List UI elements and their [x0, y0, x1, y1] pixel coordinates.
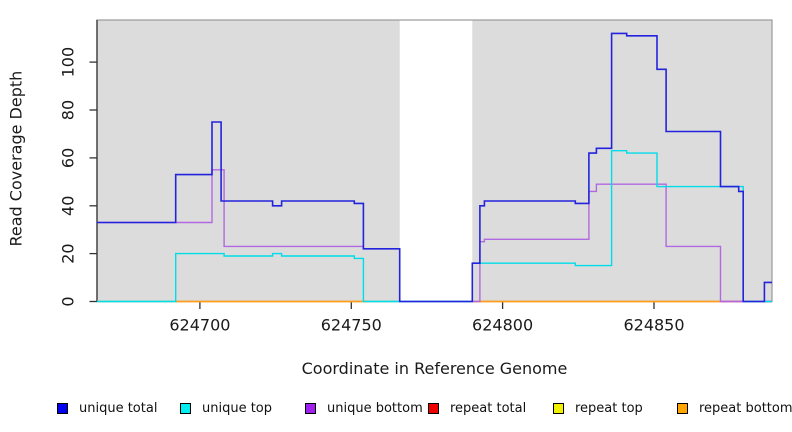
- legend-swatch-repeat-total: [428, 402, 439, 414]
- series-unique-total: [97, 32, 772, 303]
- legend-label: unique top: [202, 400, 273, 416]
- y-tick-label: 60: [59, 148, 78, 168]
- chart-legend: unique total unique top unique bottom re…: [0, 398, 792, 422]
- legend-item-unique-total: unique total: [57, 398, 157, 418]
- legend-swatch-unique-top: [180, 402, 191, 414]
- y-tick-label: 80: [59, 100, 78, 120]
- x-tick-label: 624750: [321, 316, 382, 335]
- legend-label: repeat total: [450, 400, 527, 416]
- series-unique-bottom: [97, 169, 772, 303]
- legend-item-unique-top: unique top: [180, 398, 272, 418]
- legend-swatch-repeat-bottom: [677, 402, 688, 414]
- legend-item-repeat-bottom: repeat bottom: [677, 398, 792, 418]
- y-axis-title: Read Coverage Depth: [6, 70, 26, 247]
- y-tick-label: 100: [59, 47, 78, 78]
- coverage-gap-region: [399, 20, 473, 302]
- legend-label: unique bottom: [327, 400, 423, 416]
- legend-swatch-unique-total: [57, 402, 68, 414]
- legend-label: repeat top: [575, 400, 643, 416]
- y-tick-label: 20: [59, 243, 78, 263]
- x-tick-label: 624800: [472, 316, 533, 335]
- x-tick-label: 624850: [623, 316, 684, 335]
- y-tick-label: 40: [59, 196, 78, 216]
- legend-label: unique total: [79, 400, 158, 416]
- legend-swatch-repeat-top: [553, 402, 564, 414]
- y-tick-label: 0: [59, 296, 78, 306]
- legend-label: repeat bottom: [699, 400, 792, 416]
- legend-item-repeat-total: repeat total: [428, 398, 526, 418]
- legend-swatch-unique-bottom: [305, 402, 316, 414]
- x-tick-label: 624700: [169, 316, 230, 335]
- x-axis-title: Coordinate in Reference Genome: [301, 359, 568, 378]
- legend-item-repeat-top: repeat top: [553, 398, 643, 418]
- legend-item-unique-bottom: unique bottom: [305, 398, 423, 418]
